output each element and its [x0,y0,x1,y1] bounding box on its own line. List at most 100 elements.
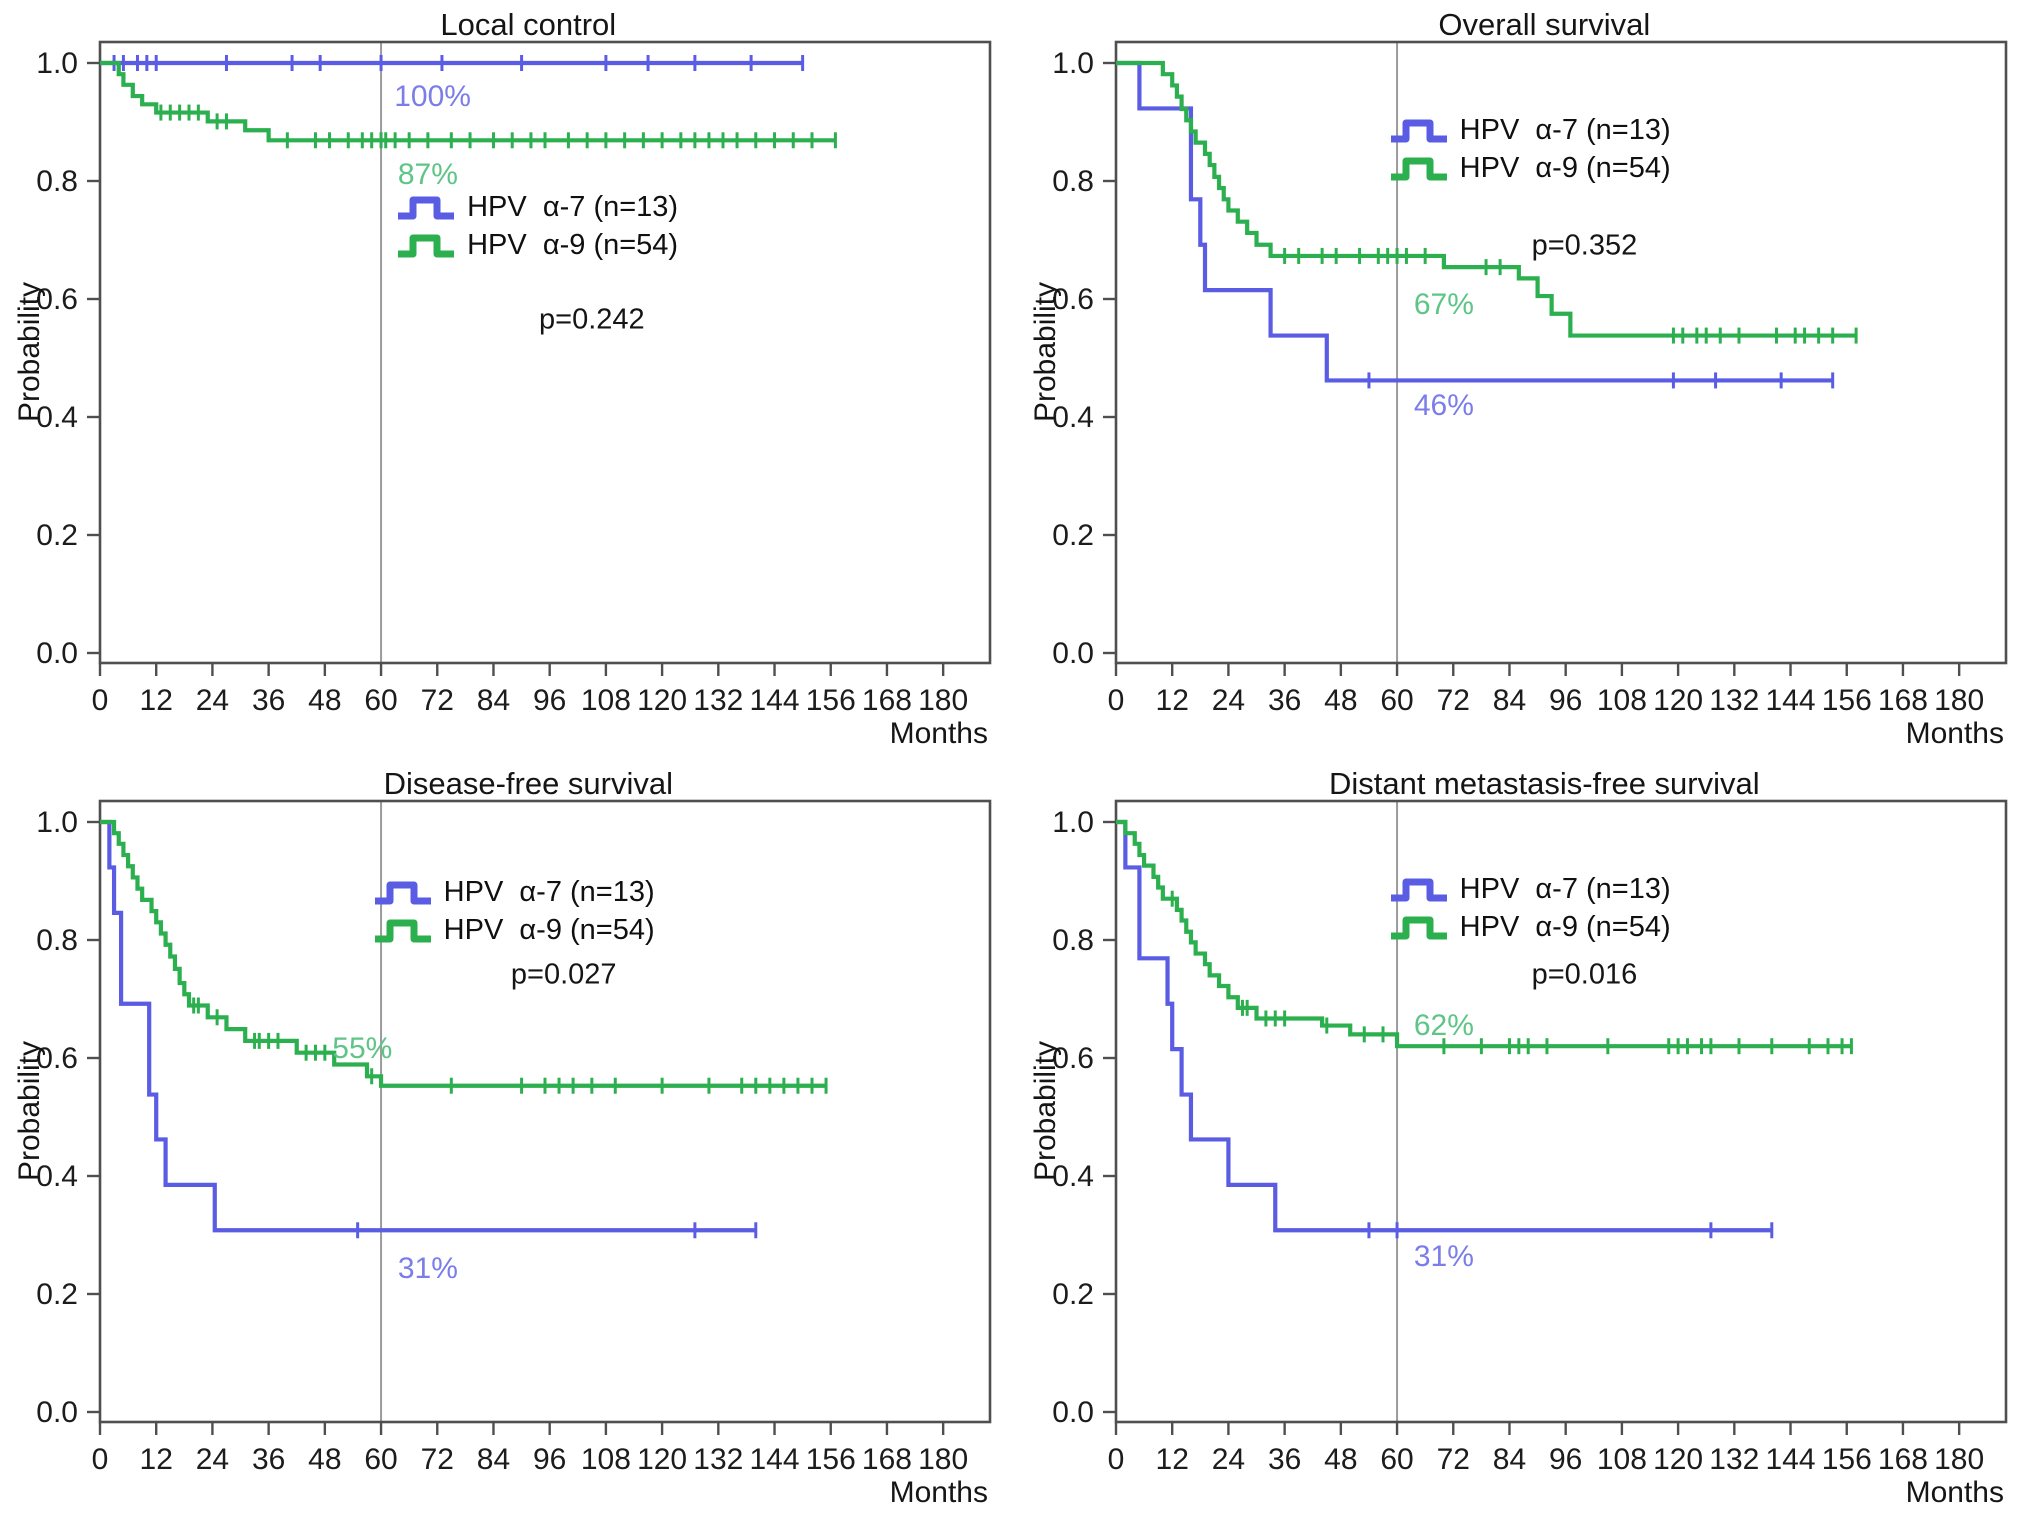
censor-marks-alpha9 [159,104,837,149]
legend-item-alpha7: HPV α-7 (n=13) [1388,873,1671,906]
x-axis-unit-label: Months [889,717,988,750]
x-tick-label: 72 [1437,1443,1470,1476]
x-tick-label: 132 [693,684,743,717]
x-tick-label: 144 [1765,1443,1815,1476]
legend-item-alpha9: HPV α-9 (n=54) [1388,911,1671,944]
panel-title: Distant metastasis-free survival [1328,766,1760,801]
legend-label-alpha7: HPV α-7 (n=13) [443,875,655,908]
y-tick-label: 0.6 [36,1042,78,1075]
legend-item-alpha9: HPV α-9 (n=54) [395,229,678,262]
legend-label-alpha9: HPV α-9 (n=54) [467,228,679,261]
legend: HPV α-7 (n=13) HPV α-9 (n=54) [395,191,678,262]
y-tick-label: 0.4 [1052,401,1094,434]
x-tick-label: 168 [1878,684,1928,717]
p-value: p=0.352 [1531,229,1638,262]
x-tick-label: 84 [1493,684,1526,717]
y-tick-label: 1.0 [36,47,78,80]
legend-key-alpha9-icon [374,919,431,943]
pct-label-alpha7: 100% [394,80,471,114]
y-tick-label: 0.2 [1052,519,1094,552]
censor-marks-alpha7 [112,55,805,71]
panel-title: Overall survival [1438,7,1651,42]
legend-key-alpha7-icon [398,196,455,220]
legend-item-alpha7: HPV α-7 (n=13) [1388,114,1671,147]
panel-disease-free-survival: 0 12 24 36 48 60 72 84 96 108 120 132 144 156 168 180 0.… [0,759,1016,1518]
pct-label-alpha9: 67% [1413,287,1474,321]
y-tick-label: 0.8 [1052,165,1094,198]
legend: HPV α-7 (n=13) HPV α-9 (n=54) [1388,114,1671,185]
x-tick-label: 48 [308,1443,341,1476]
x-tick-label: 36 [1268,1443,1301,1476]
y-tick-label: 0.6 [1052,283,1094,316]
x-tick-label: 108 [581,684,631,717]
x-tick-label: 180 [918,684,968,717]
x-tick-label: 24 [1212,684,1245,717]
censor-marks-alpha7 [1367,1222,1774,1239]
x-tick-label: 36 [252,684,285,717]
x-tick-label: 156 [806,684,856,717]
x-tick-label: 72 [421,1443,454,1476]
x-tick-label: 60 [364,684,397,717]
y-tick-label: 0.8 [36,165,78,198]
km-plot-disease-free-survival: 0 12 24 36 48 60 72 84 96 108 120 132 144 156 168 180 0.… [36,799,992,1476]
y-tick-label: 0.2 [36,519,78,552]
km-plot-overall-survival: 0 12 24 36 48 60 72 84 96 108 120 132 144 156 168 180 0.… [1052,40,2008,717]
x-tick-label: 60 [364,1443,397,1476]
x-tick-label: 24 [196,684,229,717]
x-tick-label: 0 [1108,1443,1125,1476]
y-axis-label: Probability [1029,1041,1062,1182]
y-tick-label: 0.4 [36,401,78,434]
x-tick-label: 156 [1822,1443,1872,1476]
legend-label-alpha9: HPV α-9 (n=54) [1459,910,1671,943]
km-curve-alpha9 [1116,60,1857,338]
x-tick-label: 12 [140,1443,173,1476]
p-value: p=0.016 [1531,958,1638,991]
y-tick-label: 1.0 [36,806,78,839]
censor-marks-alpha9 [1283,247,1858,344]
x-tick-label: 132 [1709,684,1759,717]
panel-distant-metastasis-free-survival: 0 12 24 36 48 60 72 84 96 108 120 132 144 156 168 180 0.… [1016,759,2032,1518]
y-tick-label: 1.0 [1052,806,1094,839]
legend-item-alpha7: HPV α-7 (n=13) [372,876,655,909]
y-tick-label: 0.0 [1052,1396,1094,1429]
km-curve-alpha7 [1116,60,1833,383]
x-axis-unit-label: Months [1905,717,2004,750]
x-tick-label: 0 [92,1443,109,1476]
censor-marks-alpha9 [192,997,828,1094]
x-axis-unit-label: Months [1905,1476,2004,1509]
legend-label-alpha7: HPV α-7 (n=13) [1459,113,1671,146]
x-tick-label: 96 [1549,1443,1582,1476]
y-tick-label: 0.0 [1052,637,1094,670]
legend-key-alpha9-icon [1390,916,1447,940]
pct-label-alpha9: 87% [397,158,458,192]
legend-item-alpha9: HPV α-9 (n=54) [1388,152,1671,185]
km-curve-alpha9 [1116,819,1852,1049]
panel-title: Local control [440,7,617,42]
km-plot-local-control: 0 12 24 36 48 60 72 84 96 108 120 132 144 156 168 180 0.… [36,40,992,717]
x-tick-label: 72 [421,684,454,717]
panel-title: Disease-free survival [383,766,674,801]
legend-key-alpha7-icon [374,881,431,905]
p-value: p=0.027 [510,958,617,991]
legend-label-alpha9: HPV α-9 (n=54) [1459,151,1671,184]
x-tick-label: 144 [749,684,799,717]
x-tick-label: 36 [1268,684,1301,717]
x-tick-label: 144 [749,1443,799,1476]
pct-label-alpha9: 62% [1413,1008,1474,1042]
x-tick-label: 12 [1156,1443,1189,1476]
x-tick-label: 72 [1437,684,1470,717]
x-tick-label: 48 [1324,684,1357,717]
x-tick-label: 132 [693,1443,743,1476]
x-tick-label: 84 [1493,1443,1526,1476]
x-tick-label: 0 [1108,684,1125,717]
pct-label-alpha7: 46% [1413,389,1474,423]
y-axis-label: Probability [13,1041,46,1182]
x-tick-label: 120 [637,684,687,717]
x-tick-label: 60 [1380,1443,1413,1476]
x-tick-label: 24 [196,1443,229,1476]
plot-border [1114,40,2008,665]
legend-label-alpha7: HPV α-7 (n=13) [1459,872,1671,905]
x-tick-label: 168 [862,1443,912,1476]
x-tick-label: 12 [140,684,173,717]
